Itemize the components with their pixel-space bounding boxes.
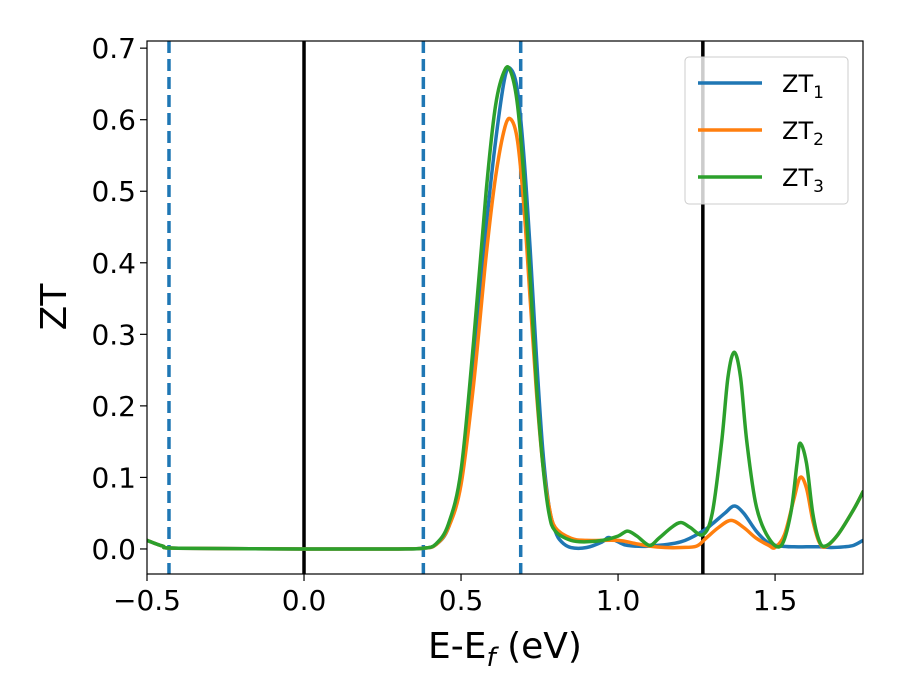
y-tick-label: 0.2 [91, 390, 136, 423]
x-axis-label: E-Ef (eV) [428, 626, 582, 673]
x-tick-label: −0.5 [113, 584, 181, 617]
y-axis-label: ZT [34, 283, 75, 331]
y-tick-label: 0.3 [91, 318, 136, 351]
legend: ZT1 ZT2 ZT3 [684, 56, 849, 205]
legend-box [684, 56, 849, 205]
x-tick-label: 0.0 [282, 584, 327, 617]
y-tick-label: 0.6 [91, 104, 136, 137]
x-axis-ticks: −0.5 0.0 0.5 1.0 1.5 [113, 574, 797, 617]
x-tick-label: 1.0 [596, 584, 641, 617]
y-tick-label: 0.0 [91, 533, 136, 566]
y-tick-label: 0.1 [91, 461, 136, 494]
y-tick-label: 0.4 [91, 247, 136, 280]
legend-label-3: ZT3 [782, 164, 824, 197]
legend-label-1: ZT1 [782, 70, 824, 103]
y-tick-label: 0.7 [91, 32, 136, 65]
plot-frame [146, 40, 864, 575]
x-tick-label: 0.5 [439, 584, 484, 617]
series-lines [147, 65, 863, 551]
vertical-reference-lines [167, 41, 705, 574]
series-line-3 [147, 65, 863, 551]
y-tick-label: 0.5 [91, 175, 136, 208]
y-axis-ticks: 0.0 0.1 0.2 0.3 0.4 0.5 0.6 0.7 [91, 32, 147, 566]
x-tick-label: 1.5 [753, 584, 798, 617]
legend-label-2: ZT2 [782, 117, 824, 150]
